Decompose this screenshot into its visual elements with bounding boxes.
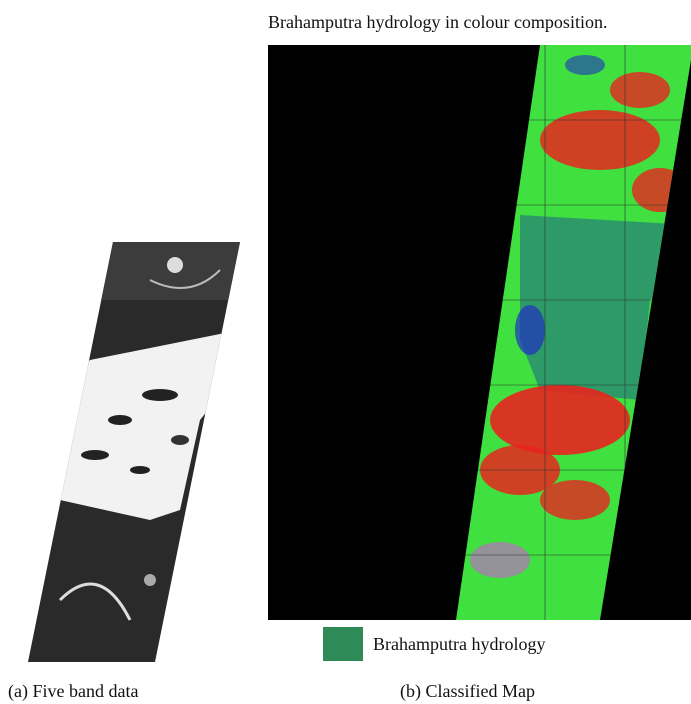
five-band-image [28, 242, 240, 662]
legend-swatch [323, 627, 363, 661]
map-title: Brahamputra hydrology in colour composit… [268, 12, 607, 32]
classified-map [268, 45, 691, 620]
caption-a: (a) Five band data [8, 681, 138, 702]
caption-b: (b) Classified Map [400, 681, 535, 702]
legend-label: Brahamputra hydrology [373, 634, 545, 654]
